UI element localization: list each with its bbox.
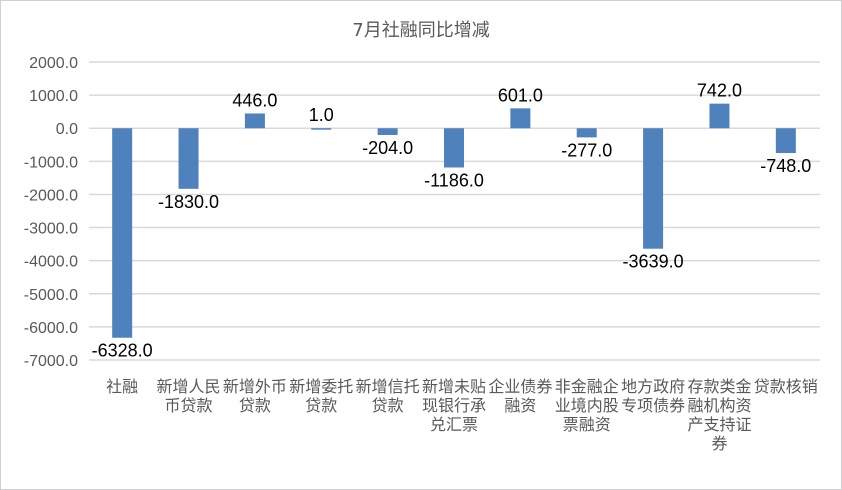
y-tick-label: 2000.0: [29, 55, 78, 72]
y-tick-label: -6000.0: [24, 320, 78, 337]
x-category-label: 非金融企业境内股票融资: [555, 377, 619, 434]
x-category-label: 企业债券融资: [488, 377, 552, 415]
data-label: 742.0: [697, 81, 742, 101]
data-label: -277.0: [561, 140, 612, 160]
x-category-label: 新增未贴现银行承兑汇票: [422, 377, 486, 434]
data-label: -748.0: [760, 156, 811, 176]
y-tick-label: -2000.0: [24, 187, 78, 204]
bar: [244, 113, 265, 129]
data-label: -6328.0: [92, 341, 153, 361]
bar: [311, 128, 332, 130]
data-label: -1830.0: [158, 192, 219, 212]
bar: [709, 103, 730, 129]
x-category-label: 新增外币贷款: [223, 377, 287, 415]
bar: [178, 128, 199, 189]
y-tick-label: 1000.0: [29, 88, 78, 105]
bar: [444, 128, 464, 168]
data-label: 601.0: [498, 85, 543, 105]
chart-title: 7月社融同比增减: [352, 20, 489, 41]
bar: [510, 108, 531, 129]
x-category-label: 贷款核销: [754, 377, 818, 396]
x-category-label: 新增信托贷款: [356, 377, 420, 415]
y-tick-label: -5000.0: [24, 287, 78, 304]
bar: [377, 128, 398, 135]
x-category-label: 存款类金融机构资产支持证券: [687, 377, 751, 453]
x-category-label: 新增委托贷款: [289, 377, 353, 415]
y-tick-label: -3000.0: [24, 221, 78, 238]
x-category-label: 社融: [106, 377, 138, 396]
data-label: -204.0: [362, 138, 413, 158]
y-tick-label: 0.0: [56, 121, 78, 138]
bar: [775, 128, 796, 153]
bar: [576, 128, 597, 138]
data-label: -3639.0: [623, 252, 684, 272]
bar: [112, 128, 133, 338]
x-category-label: 新增人民币贷款: [157, 377, 221, 415]
y-tick-label: -7000.0: [24, 353, 78, 370]
y-tick-label: -4000.0: [24, 254, 78, 271]
data-label: -1186.0: [424, 170, 484, 190]
data-label: 446.0: [232, 90, 277, 110]
y-tick-label: -1000.0: [24, 154, 78, 171]
data-label: 1.0: [309, 105, 334, 125]
x-category-label: 地方政府专项债券: [621, 377, 685, 415]
bar: [643, 128, 664, 249]
